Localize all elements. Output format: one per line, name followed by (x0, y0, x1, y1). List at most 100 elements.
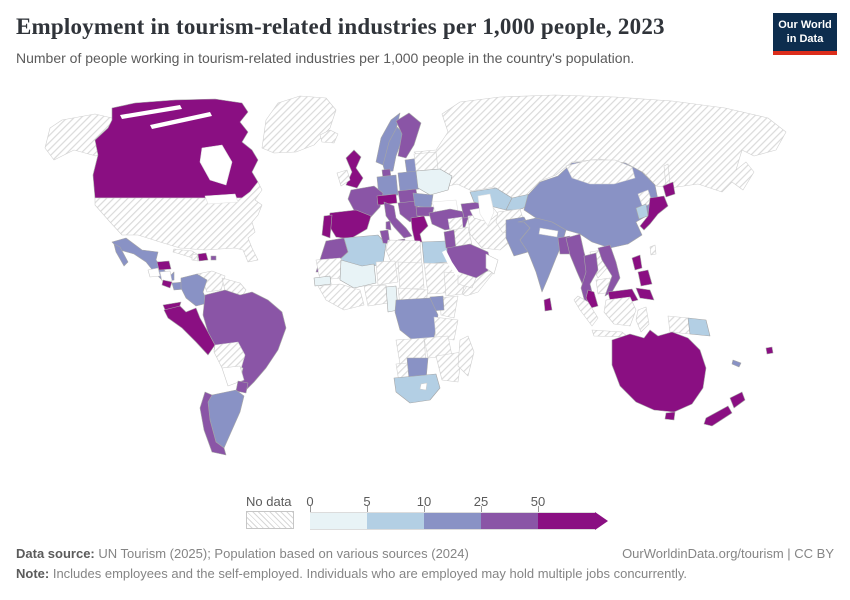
country-indonesia-borneo[interactable] (603, 296, 637, 327)
legend-bin-25-50[interactable] (481, 512, 538, 530)
africa (313, 229, 495, 404)
country-puerto-rico[interactable] (210, 255, 217, 261)
asia-oceania (505, 159, 774, 427)
country-taiwan[interactable] (649, 244, 657, 256)
europe-russia (321, 94, 787, 246)
country-poland[interactable] (397, 170, 420, 192)
country-mexico-baja[interactable] (113, 243, 129, 267)
country-mongolia[interactable] (565, 159, 636, 185)
data-source-text: UN Tourism (2025); Population based on v… (94, 546, 469, 561)
country-papua-new-guinea[interactable] (687, 317, 711, 337)
country-costa-rica[interactable] (161, 279, 173, 289)
country-philippines[interactable] (635, 287, 655, 301)
north-america (44, 95, 339, 291)
country-italy[interactable] (383, 201, 413, 239)
country-ireland[interactable] (336, 169, 351, 187)
country-yemen[interactable] (457, 271, 477, 289)
country-mozambique-zimbabwe[interactable] (435, 351, 463, 383)
legend-tickmark (424, 506, 425, 512)
legend-tick-50: 50 (530, 494, 546, 509)
legend-no-data-label: No data (246, 494, 292, 509)
country-dominican-republic[interactable] (197, 252, 209, 262)
south-america (162, 270, 287, 456)
country-portugal[interactable] (321, 214, 333, 239)
legend-no-data-swatch[interactable] (246, 511, 294, 529)
country-indonesia-sumatra[interactable] (573, 295, 599, 327)
caspian-sea (477, 193, 495, 227)
legend-bin-50-plus[interactable] (538, 512, 595, 530)
country-indonesia-java[interactable] (591, 329, 629, 338)
country-romania[interactable] (412, 192, 434, 209)
country-japan-hokkaido[interactable] (662, 181, 676, 198)
country-indonesia-sulawesi[interactable] (635, 306, 650, 333)
country-tanzania[interactable] (433, 316, 459, 341)
country-australia-tasmania[interactable] (664, 411, 676, 421)
country-uruguay[interactable] (235, 380, 249, 394)
country-fiji[interactable] (765, 346, 774, 355)
country-indonesia-west-papua[interactable] (667, 315, 691, 335)
country-oman[interactable] (485, 253, 499, 275)
country-south-africa[interactable] (393, 373, 441, 404)
legend-tickmark (310, 506, 311, 512)
country-japan[interactable] (639, 195, 669, 231)
country-dr-congo[interactable] (394, 297, 439, 343)
data-source-label: Data source: (16, 546, 95, 561)
legend-bin-0-5[interactable] (310, 512, 367, 530)
country-chad[interactable] (397, 261, 425, 291)
owid-logo-line1: Our World (778, 18, 832, 31)
country-australia[interactable] (611, 329, 707, 413)
country-philippines[interactable] (631, 254, 643, 271)
country-spain[interactable] (327, 209, 372, 240)
country-new-caledonia[interactable] (731, 359, 742, 368)
country-niger[interactable] (375, 260, 399, 286)
page-title: Employment in tourism-related industries… (16, 14, 665, 39)
data-source-line: Data source: UN Tourism (2025); Populati… (16, 546, 834, 561)
country-new-zealand-south[interactable] (703, 405, 733, 427)
country-united-kingdom[interactable] (345, 149, 364, 189)
country-greece[interactable] (410, 215, 429, 243)
country-colombia[interactable] (180, 273, 209, 307)
note-label: Note: (16, 566, 50, 581)
country-philippines[interactable] (637, 269, 653, 287)
country-mali[interactable] (339, 259, 377, 289)
country-lesotho[interactable] (419, 382, 428, 391)
owid-logo[interactable]: Our World in Data (773, 13, 837, 55)
country-nicaragua[interactable] (159, 270, 173, 282)
country-brazil[interactable] (202, 289, 287, 391)
legend-tick-10: 10 (416, 494, 432, 509)
country-finland[interactable] (395, 112, 422, 159)
country-canada[interactable] (92, 98, 259, 199)
great-lakes (204, 193, 239, 205)
country-iceland[interactable] (319, 129, 339, 144)
country-senegal[interactable] (313, 275, 332, 287)
legend-tick-25: 25 (473, 494, 489, 509)
footer: Data source: UN Tourism (2025); Populati… (16, 546, 834, 581)
country-sri-lanka[interactable] (543, 297, 553, 312)
country-greenland[interactable] (261, 95, 337, 154)
country-new-zealand-north[interactable] (729, 391, 746, 409)
country-nigeria[interactable] (363, 284, 389, 307)
country-haiti[interactable] (191, 253, 199, 262)
license-link[interactable]: OurWorldinData.org/tourism | CC BY (622, 546, 834, 561)
red-sea (442, 250, 460, 276)
legend-bin-10-25[interactable] (424, 512, 481, 530)
legend-bin-5-10[interactable] (367, 512, 424, 530)
country-honduras[interactable] (156, 260, 172, 271)
country-ukraine[interactable] (415, 168, 453, 196)
hudson-bay (199, 144, 233, 186)
country-switzerland-austria[interactable] (376, 193, 398, 206)
legend-tickmark (538, 506, 539, 512)
legend-tick-0: 0 (306, 494, 314, 509)
country-italy-sardinia[interactable] (385, 220, 392, 231)
country-madagascar[interactable] (457, 335, 475, 377)
country-belarus[interactable] (413, 151, 439, 172)
legend-color-bar (310, 512, 608, 530)
country-nepal[interactable] (538, 227, 559, 238)
country-guatemala[interactable] (147, 267, 161, 278)
note-line: Note: Includes employees and the self-em… (16, 566, 687, 581)
legend-tick-5: 5 (363, 494, 371, 509)
country-chile[interactable] (199, 391, 227, 456)
country-west-africa[interactable] (317, 283, 365, 311)
